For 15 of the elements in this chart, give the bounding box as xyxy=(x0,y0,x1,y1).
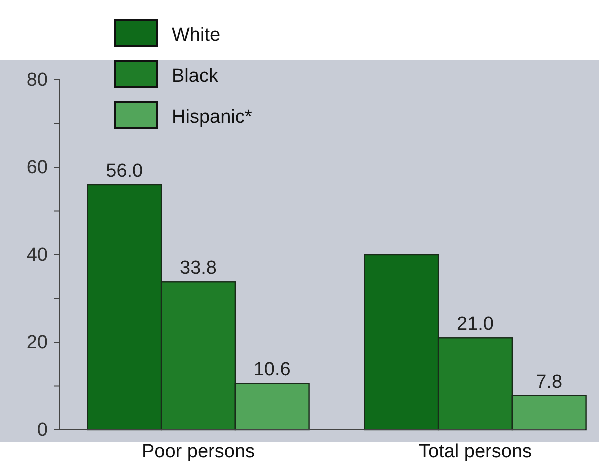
legend-label: White xyxy=(172,25,221,46)
legend-label: Hispanic* xyxy=(172,107,253,128)
y-tick-label: 20 xyxy=(26,332,48,354)
data-label: 33.8 xyxy=(180,258,217,280)
data-label: 7.8 xyxy=(536,372,563,393)
data-label: 21.0 xyxy=(457,314,494,336)
data-label: 56.0 xyxy=(106,161,144,182)
x-tick-label: Poor persons xyxy=(142,442,256,463)
y-tick-label: 80 xyxy=(26,70,48,92)
y-tick-label: 0 xyxy=(37,420,48,442)
y-tick-label: 60 xyxy=(26,158,48,179)
legend-label: Black xyxy=(172,66,219,87)
data-label: 10.6 xyxy=(254,360,291,381)
x-tick-label: Total persons xyxy=(418,442,532,463)
y-tick-label: 40 xyxy=(26,245,48,266)
